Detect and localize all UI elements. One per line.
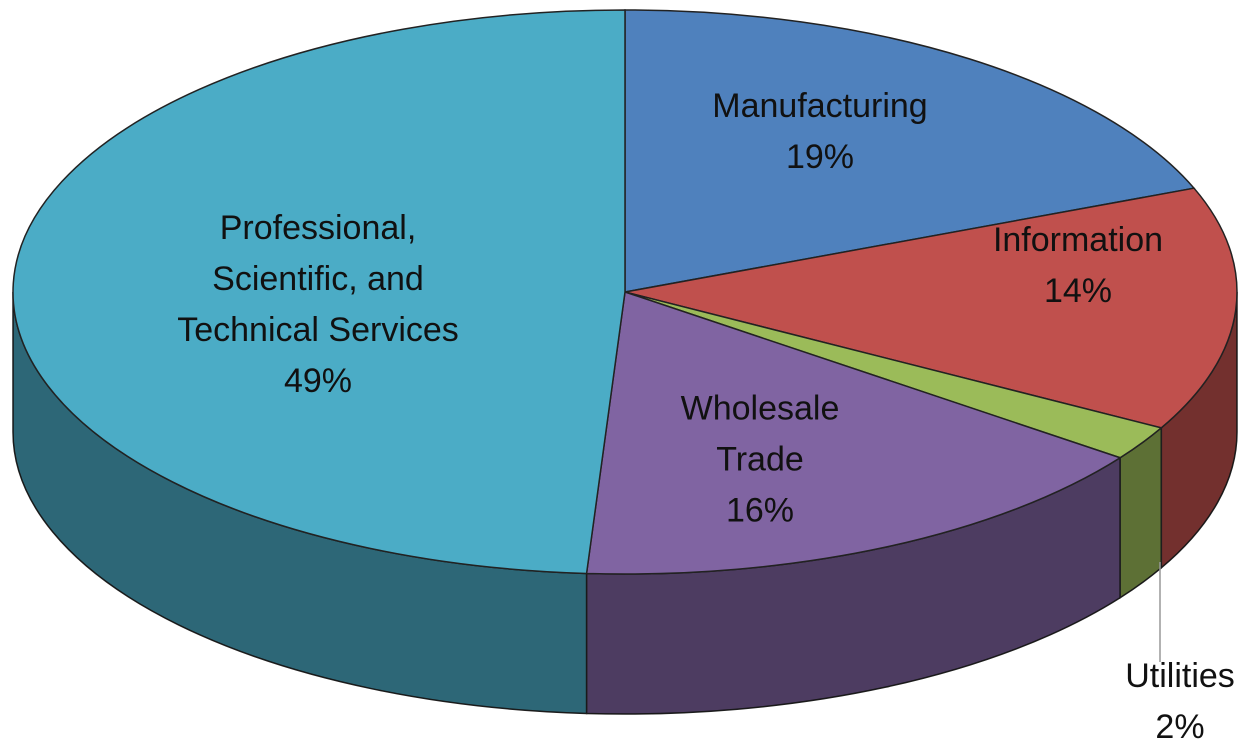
category-label: Utilities <box>1125 657 1235 695</box>
slice-label: Wholesale Trade 16% <box>650 384 870 537</box>
category-label: Information <box>992 221 1164 259</box>
category-label: Professional, Scientific, and Technical … <box>177 209 459 349</box>
slice <box>624 187 1238 429</box>
slice-label: Professional, Scientific, and Technical … <box>173 203 463 407</box>
slice <box>12 9 626 575</box>
category-label: Wholesale Trade <box>680 389 840 479</box>
side-shade <box>1120 427 1162 598</box>
slice-label: Information 14% <box>993 215 1163 317</box>
side-shade <box>13 292 587 714</box>
slice <box>624 9 1196 293</box>
side-shade <box>586 457 1121 714</box>
category-label: Manufacturing <box>712 87 928 125</box>
value-label: 16% <box>725 491 795 530</box>
value-label: 2% <box>1155 708 1205 746</box>
slice-label: Utilities 2% <box>1125 651 1235 753</box>
value-label: 49% <box>283 362 353 400</box>
slice <box>585 291 1122 575</box>
value-label: 14% <box>1043 272 1113 310</box>
value-label: 19% <box>785 138 855 176</box>
slice-label: Manufacturing 19% <box>712 81 927 183</box>
side-shade <box>1161 292 1237 568</box>
